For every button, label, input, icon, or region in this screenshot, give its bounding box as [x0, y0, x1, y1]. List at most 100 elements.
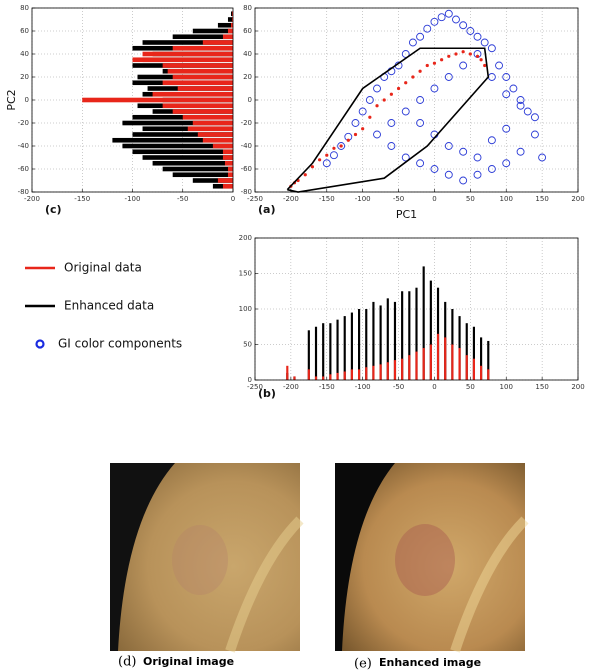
- point: [466, 27, 475, 35]
- bar: [480, 337, 483, 380]
- point: [468, 52, 472, 56]
- y-axis-label: PC2: [5, 89, 18, 110]
- bar: [217, 178, 233, 183]
- point: [495, 61, 503, 70]
- image-d: [110, 463, 304, 653]
- x-tick-label: -50: [177, 195, 188, 203]
- point: [337, 142, 346, 150]
- point: [416, 96, 425, 104]
- bar: [307, 369, 310, 380]
- point: [516, 101, 525, 110]
- bar: [162, 63, 233, 68]
- bar: [222, 149, 233, 155]
- point: [318, 158, 322, 162]
- bar: [162, 166, 233, 172]
- point: [530, 130, 539, 139]
- bar: [422, 266, 425, 380]
- point: [322, 159, 331, 168]
- bar: [336, 319, 339, 380]
- point: [479, 58, 483, 62]
- legend-label: Enhanced data: [64, 299, 154, 313]
- y-tick-label: 0: [248, 96, 252, 104]
- bar: [472, 326, 475, 380]
- point: [411, 75, 415, 79]
- x-tick-label: 200: [571, 195, 584, 203]
- point: [502, 124, 511, 133]
- bar: [436, 333, 440, 380]
- point: [416, 32, 425, 41]
- image-label: (d): [118, 655, 136, 670]
- bar: [415, 351, 418, 380]
- point: [480, 38, 489, 47]
- bar: [212, 143, 233, 149]
- point: [473, 32, 482, 41]
- point: [516, 147, 525, 156]
- point: [303, 173, 307, 177]
- bar: [350, 369, 353, 380]
- point: [444, 170, 453, 179]
- x-tick-label: 150: [535, 383, 548, 391]
- point: [461, 50, 465, 54]
- point: [475, 54, 480, 58]
- point: [530, 113, 539, 122]
- point: [447, 54, 451, 58]
- bar: [227, 28, 233, 34]
- bar: [350, 312, 353, 380]
- y-tick-label: -80: [241, 188, 252, 196]
- bar: [372, 301, 375, 380]
- bar: [172, 74, 233, 80]
- point: [459, 61, 468, 70]
- x-tick-label: 100: [500, 383, 513, 391]
- bar: [336, 372, 339, 380]
- point: [353, 132, 358, 137]
- image-label: (e): [354, 657, 372, 672]
- bar: [132, 149, 233, 155]
- bar: [307, 330, 310, 380]
- bar: [465, 355, 468, 380]
- bar: [192, 28, 233, 34]
- bar: [472, 358, 475, 380]
- x-tick-label: -150: [319, 383, 335, 391]
- image-caption: Enhanced image: [379, 656, 481, 669]
- panel-label: (c): [45, 203, 62, 216]
- bar: [408, 355, 411, 380]
- y-tick-label: 100: [239, 305, 252, 313]
- bar: [167, 68, 233, 74]
- point: [487, 136, 496, 145]
- point: [516, 96, 525, 104]
- y-tick-label: 60: [243, 27, 252, 35]
- point: [373, 130, 381, 139]
- legend-marker: [35, 339, 45, 349]
- bar: [401, 291, 404, 380]
- bar: [162, 103, 233, 109]
- x-tick-label: -250: [247, 383, 263, 391]
- x-tick-label: -100: [355, 195, 371, 203]
- point: [502, 90, 511, 99]
- x-tick-label: 200: [571, 383, 584, 391]
- point: [459, 176, 468, 185]
- x-tick-label: -200: [283, 195, 299, 203]
- point: [365, 96, 374, 104]
- bar: [152, 160, 233, 166]
- panel-label: (b): [258, 387, 276, 400]
- point: [382, 98, 386, 102]
- point: [401, 153, 410, 162]
- bar: [227, 166, 233, 172]
- bar: [172, 45, 233, 51]
- bar: [365, 309, 368, 380]
- bar: [230, 22, 233, 28]
- bar: [451, 344, 454, 380]
- point: [361, 127, 365, 131]
- point: [387, 119, 396, 127]
- point: [430, 17, 439, 26]
- point: [452, 15, 460, 24]
- point: [509, 84, 518, 93]
- y-tick-label: 40: [243, 50, 252, 58]
- x-tick-label: 0: [231, 195, 235, 203]
- bar: [487, 369, 490, 380]
- point: [444, 9, 453, 18]
- bar: [458, 348, 461, 380]
- y-tick-label: 40: [20, 50, 29, 58]
- point: [396, 86, 401, 91]
